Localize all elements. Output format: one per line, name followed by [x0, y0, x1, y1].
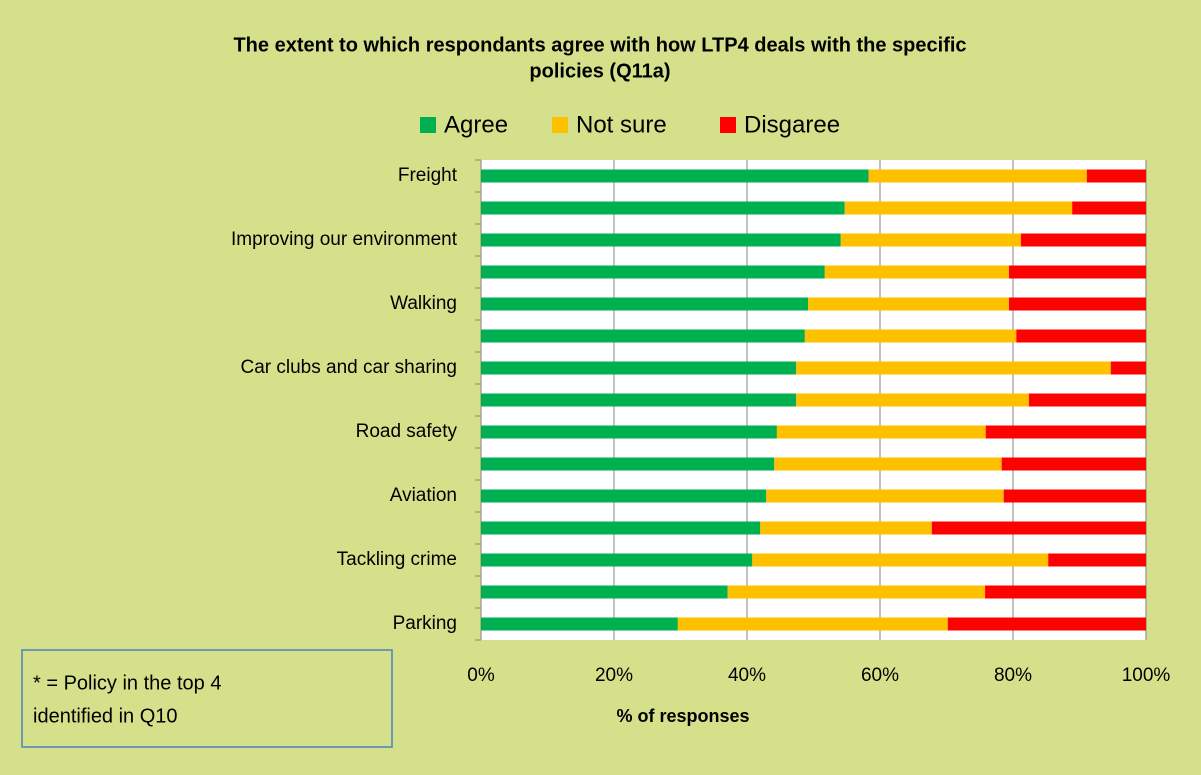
bar-segment — [840, 233, 1021, 247]
legend-swatch — [552, 117, 568, 133]
bar-segment — [796, 393, 1029, 407]
bar-segment — [985, 585, 1146, 599]
bar-segment — [1072, 201, 1146, 215]
y-tick-label: Parking — [393, 613, 457, 634]
legend-swatch — [720, 117, 736, 133]
x-tick-label: 0% — [467, 665, 495, 686]
bar-segment — [1009, 297, 1146, 311]
y-tick-label: Freight — [398, 165, 458, 186]
chart-title: The extent to which respondants agree wi… — [233, 34, 966, 56]
legend-label: Agree — [444, 111, 508, 138]
legend-label: Not sure — [576, 111, 667, 138]
bar-segment — [1048, 553, 1146, 567]
bar-segment — [677, 617, 948, 631]
bar-segment — [1086, 169, 1146, 183]
note-text: identified in Q10 — [33, 705, 178, 727]
bar-segment — [1001, 457, 1146, 471]
bar-segment — [796, 361, 1111, 375]
bar-segment — [776, 425, 986, 439]
x-tick-label: 100% — [1122, 665, 1171, 686]
bar-segment — [868, 169, 1087, 183]
note-text: * = Policy in the top 4 — [33, 672, 221, 694]
bar-segment — [481, 457, 775, 471]
y-tick-label: Walking — [390, 293, 457, 314]
bar-segment — [1110, 361, 1146, 375]
bar-segment — [844, 201, 1073, 215]
y-tick-label: Car clubs and car sharing — [241, 357, 458, 378]
bar-segment — [985, 425, 1146, 439]
bar-segment — [481, 361, 797, 375]
bar-segment — [1016, 329, 1146, 343]
y-tick-label: Improving our environment — [231, 229, 458, 250]
bar-segment — [481, 425, 777, 439]
bar-segment — [808, 297, 1010, 311]
note-box — [21, 649, 393, 748]
x-tick-label: 80% — [994, 665, 1032, 686]
bar-segment — [481, 393, 797, 407]
y-tick-label: Tackling crime — [337, 549, 457, 570]
bar-segment — [1028, 393, 1146, 407]
bar-segment — [481, 489, 767, 503]
y-tick-label: Road safety — [356, 421, 458, 442]
x-tick-label: 20% — [595, 665, 633, 686]
x-axis-label: % of responses — [616, 706, 749, 726]
bar-segment — [481, 585, 728, 599]
bar-segment — [760, 521, 932, 535]
bar-segment — [766, 489, 1004, 503]
bar-segment — [774, 457, 1002, 471]
bar-segment — [481, 297, 809, 311]
bar-segment — [1020, 233, 1146, 247]
y-tick-label: Aviation — [390, 485, 457, 506]
bar-segment — [804, 329, 1017, 343]
bar-segment — [481, 169, 869, 183]
bar-segment — [481, 617, 678, 631]
bar-segment — [481, 329, 805, 343]
x-tick-label: 40% — [728, 665, 766, 686]
chart-title: policies (Q11a) — [529, 60, 670, 82]
bar-segment — [947, 617, 1146, 631]
x-tick-label: 60% — [861, 665, 899, 686]
bar-segment — [1009, 265, 1146, 279]
bar-segment — [481, 553, 753, 567]
bar-segment — [1003, 489, 1146, 503]
bar-segment — [727, 585, 986, 599]
bar-segment — [481, 521, 761, 535]
bar-segment — [824, 265, 1010, 279]
bar-segment — [481, 233, 841, 247]
bar-segment — [752, 553, 1049, 567]
bar-segment — [481, 265, 825, 279]
bar-segment — [481, 201, 845, 215]
legend-label: Disgaree — [744, 111, 840, 138]
legend-swatch — [420, 117, 436, 133]
bar-segment — [931, 521, 1146, 535]
